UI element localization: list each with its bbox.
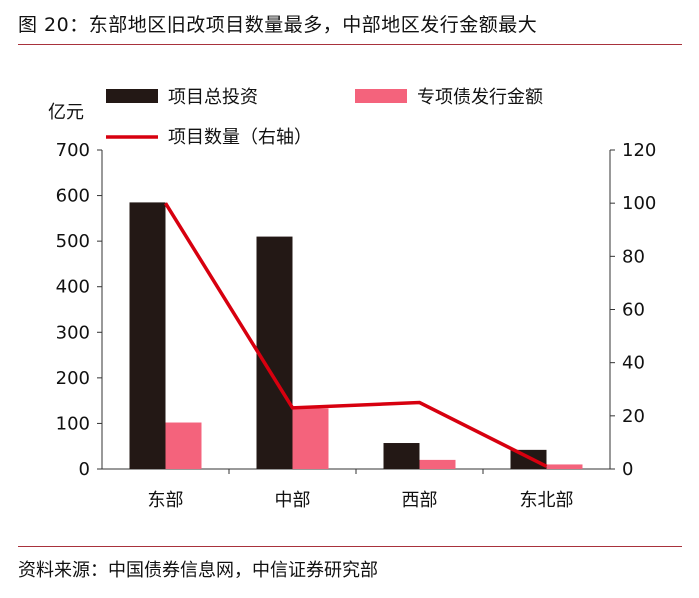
right-axis-tick-label: 80 [622, 246, 645, 267]
bar-total-investment [256, 236, 293, 469]
bar-bond-issuance [165, 422, 202, 469]
legend-label-total-investment: 项目总投资 [168, 87, 258, 108]
legend-swatch-total-investment [106, 89, 158, 103]
left-axis-tick-label: 500 [56, 231, 90, 252]
source-note: 资料来源：中国债券信息网，中信证券研究部 [18, 560, 378, 581]
bar-total-investment [129, 202, 166, 469]
left-axis-tick-label: 0 [79, 459, 90, 480]
right-axis-tick-label: 0 [622, 459, 633, 480]
source-rule [18, 546, 682, 547]
bar-bond-issuance [546, 464, 583, 469]
legend-swatch-bond-issuance [355, 89, 407, 103]
x-axis-category-label: 东北部 [520, 490, 574, 511]
right-axis-tick-label: 120 [622, 140, 656, 161]
right-axis-tick-label: 100 [622, 193, 656, 214]
line-project-count [164, 202, 548, 468]
legend-label-project-count: 项目数量（右轴） [168, 127, 312, 148]
title-rule [18, 44, 682, 45]
left-axis-tick-label: 600 [56, 186, 90, 207]
left-axis-tick-label: 400 [56, 277, 90, 298]
left-axis-tick-label: 100 [56, 413, 90, 434]
bar-bond-issuance [419, 459, 456, 469]
left-axis-tick-label: 300 [56, 322, 90, 343]
x-axis-category-label: 中部 [275, 490, 311, 511]
legend-label-bond-issuance: 专项债发行金额 [417, 87, 543, 108]
x-axis-category-label: 西部 [402, 490, 438, 511]
right-axis-tick-label: 40 [622, 353, 645, 374]
right-axis-tick-label: 60 [622, 300, 645, 321]
bar-bond-issuance [292, 408, 329, 469]
x-axis-category-label: 东部 [148, 490, 184, 511]
left-axis-unit-label: 亿元 [48, 102, 84, 123]
left-axis-tick-label: 700 [56, 140, 90, 161]
right-axis-tick-label: 20 [622, 406, 645, 427]
left-axis-tick-label: 200 [56, 368, 90, 389]
figure-title: 图 20：东部地区旧改项目数量最多，中部地区发行金额最大 [18, 14, 538, 36]
bar-total-investment [383, 443, 420, 469]
